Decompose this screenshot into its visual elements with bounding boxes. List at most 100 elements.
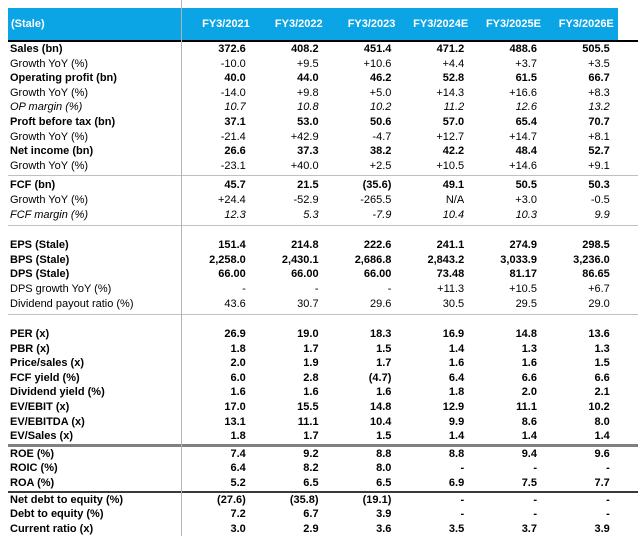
row-label: Growth YoY (%) bbox=[10, 159, 89, 172]
value-cell: 1.4 bbox=[448, 430, 465, 443]
value-cell: 48.4 bbox=[515, 145, 537, 158]
row-label: FCF margin (%) bbox=[10, 208, 89, 221]
value-cell: 3,033.9 bbox=[500, 253, 537, 266]
value-cell: 1.7 bbox=[303, 342, 319, 355]
value-cell: 8.8 bbox=[448, 447, 465, 460]
table-row: PBR (x) 1.8 1.7 1.5 1.4 1.3 1.3 bbox=[8, 342, 638, 357]
table-row: Dividend payout ratio (%) 43.6 30.7 29.6 30.… bbox=[8, 297, 638, 312]
row-label: BPS (Stale) bbox=[10, 253, 70, 266]
value-cell: 5.3 bbox=[303, 208, 319, 221]
value-cell: 3.7 bbox=[521, 522, 537, 535]
value-cell: 1.6 bbox=[303, 386, 319, 399]
value-cell: 8.0 bbox=[376, 462, 392, 475]
value-cell: 38.2 bbox=[369, 145, 392, 158]
table-row: ROIC (%) 6.4 8.2 8.0 - - - bbox=[8, 461, 638, 476]
value-cell: 29.6 bbox=[369, 297, 392, 310]
value-cell: 1.6 bbox=[230, 386, 246, 399]
value-cell: 46.2 bbox=[369, 72, 392, 85]
table-row: EV/EBIT (x) 17.0 15.5 14.8 12.9 11.1 10.2 bbox=[8, 400, 638, 415]
table-row: FCF margin (%) 12.3 5.3 -7.9 10.4 10.3 9.9 bbox=[8, 208, 638, 223]
value-cell: 1.6 bbox=[448, 357, 465, 370]
value-cell: 1.7 bbox=[376, 357, 392, 370]
table-row: Price/sales (x) 2.0 1.9 1.7 1.6 1.6 1.5 bbox=[8, 356, 638, 371]
row-label: Growth YoY (%) bbox=[10, 130, 89, 143]
value-cell: 57.0 bbox=[442, 115, 465, 128]
value-cell: 7.4 bbox=[230, 447, 246, 460]
value-cell: 43.6 bbox=[224, 297, 246, 310]
value-cell: +2.5 bbox=[369, 159, 392, 172]
value-cell: 52.7 bbox=[588, 145, 610, 158]
table-row: Growth YoY (%) -10.0 +9.5 +10.6 +4.4 +3.7 +3.5 bbox=[8, 57, 638, 72]
header-underline bbox=[8, 40, 638, 42]
table-row: Current ratio (x) 3.0 2.9 3.6 3.5 3.7 3.9 bbox=[8, 522, 638, 536]
value-cell: 3,236.0 bbox=[573, 253, 610, 266]
value-cell: (27.6) bbox=[217, 493, 246, 506]
value-cell: -10.0 bbox=[220, 57, 246, 70]
value-cell: +5.0 bbox=[369, 86, 392, 99]
column-header-fy3-2021: FY3/2021 bbox=[202, 18, 250, 30]
row-label: Proft before tax (bn) bbox=[10, 115, 116, 128]
value-cell: 10.7 bbox=[224, 101, 246, 114]
value-cell: 3.6 bbox=[376, 522, 392, 535]
value-cell: 298.5 bbox=[582, 239, 610, 252]
value-cell: 18.3 bbox=[369, 328, 392, 341]
value-cell: 50.5 bbox=[515, 179, 537, 192]
value-cell: - bbox=[242, 282, 246, 295]
value-cell: -52.9 bbox=[293, 193, 319, 206]
value-cell: 2,843.2 bbox=[427, 253, 465, 266]
value-cell: -0.5 bbox=[590, 193, 610, 206]
table-row: DPS (Stale) 66.00 66.00 66.00 73.48 81.17 86.6… bbox=[8, 267, 638, 282]
value-cell: 3.5 bbox=[448, 522, 465, 535]
value-cell: 53.0 bbox=[297, 115, 319, 128]
value-cell: 2,430.1 bbox=[281, 253, 319, 266]
value-cell: - bbox=[460, 508, 465, 521]
table-row: PER (x) 26.9 19.0 18.3 16.9 14.8 13.6 bbox=[8, 327, 638, 342]
value-cell: (35.8) bbox=[289, 493, 319, 506]
value-cell: 86.65 bbox=[582, 268, 610, 281]
value-cell: 49.1 bbox=[442, 179, 465, 192]
row-label: PBR (x) bbox=[10, 342, 50, 355]
table-row: Growth YoY (%) +24.4 -52.9 -265.5 N/A +3.0 -0.… bbox=[8, 193, 638, 208]
value-cell: 9.9 bbox=[594, 208, 610, 221]
table-row: FCF (bn) 45.7 21.5 (35.6) 49.1 50.5 50.3 bbox=[8, 178, 638, 193]
value-cell: - bbox=[314, 282, 319, 295]
value-cell: 45.7 bbox=[224, 179, 246, 192]
table-row: EV/EBITDA (x) 13.1 11.1 10.4 9.9 8.6 8.0 bbox=[8, 415, 638, 430]
value-cell: 2,686.8 bbox=[354, 253, 392, 266]
row-label: EPS (Stale) bbox=[10, 239, 69, 252]
row-label: Operating profit (bn) bbox=[10, 72, 117, 85]
value-cell: 222.6 bbox=[363, 239, 392, 252]
value-cell: 12.3 bbox=[224, 208, 246, 221]
column-divider-line bbox=[181, 0, 182, 536]
section-profit-and-loss: Sales (bn) 372.6 408.2 451.4 471.2 488.6 505.5… bbox=[8, 42, 638, 173]
row-label: EV/Sales (x) bbox=[10, 430, 73, 443]
section-balance-sheet: Net debt to equity (%) (27.6) (35.8) (19.1)… bbox=[8, 493, 638, 536]
value-cell: 7.7 bbox=[594, 477, 610, 490]
table-row: Debt to equity (%) 7.2 6.7 3.9 - - - bbox=[8, 507, 638, 522]
row-label: ROA (%) bbox=[10, 477, 55, 490]
table-row: Net debt to equity (%) (27.6) (35.8) (19.1)… bbox=[8, 493, 638, 508]
value-cell: 2.9 bbox=[303, 522, 319, 535]
value-cell: 9.4 bbox=[521, 447, 537, 460]
value-cell: 11.1 bbox=[516, 401, 537, 414]
value-cell: 1.5 bbox=[376, 430, 392, 443]
value-cell: 151.4 bbox=[218, 239, 246, 252]
value-cell: 8.8 bbox=[376, 447, 392, 460]
row-label: OP margin (%) bbox=[10, 101, 83, 114]
value-cell: 6.5 bbox=[376, 477, 392, 490]
value-cell: 14.8 bbox=[369, 401, 392, 414]
section-free-cash-flow: FCF (bn) 45.7 21.5 (35.6) 49.1 50.5 50.3 Growth… bbox=[8, 178, 638, 222]
value-cell: -4.7 bbox=[372, 130, 392, 143]
value-cell: 50.3 bbox=[588, 179, 610, 192]
value-cell: 19.0 bbox=[297, 328, 319, 341]
value-cell: 50.6 bbox=[369, 115, 392, 128]
financial-table: (Stale) FY3/2021 FY3/2022 FY3/2023 FY3/2024… bbox=[8, 8, 638, 536]
value-cell: +9.5 bbox=[296, 57, 319, 70]
value-cell: 2.1 bbox=[594, 386, 610, 399]
value-cell: +42.9 bbox=[290, 130, 319, 143]
table-row: Operating profit (bn) 40.0 44.0 46.2 52.8 61.… bbox=[8, 71, 638, 86]
value-cell: - bbox=[533, 462, 537, 475]
value-cell: 1.4 bbox=[448, 342, 465, 355]
value-cell: 5.2 bbox=[230, 477, 246, 490]
